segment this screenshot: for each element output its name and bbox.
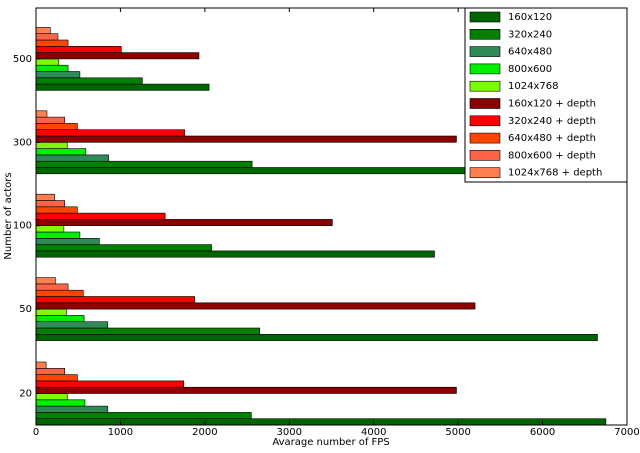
x-tick-label: 6000 bbox=[530, 427, 555, 438]
x-tick-label: 4000 bbox=[361, 427, 386, 438]
legend-label: 640x480 bbox=[508, 47, 552, 58]
y-axis-label: Number of actors bbox=[3, 172, 14, 259]
bar bbox=[35, 129, 185, 137]
legend-label: 800x600 + depth bbox=[508, 150, 596, 161]
legend-swatch bbox=[469, 63, 501, 75]
bar bbox=[35, 386, 457, 394]
bar bbox=[35, 315, 85, 322]
bar bbox=[35, 142, 68, 149]
bar bbox=[35, 167, 476, 175]
bar bbox=[35, 405, 109, 413]
bar bbox=[35, 64, 69, 72]
legend-swatch bbox=[469, 98, 501, 109]
legend-label: 160x120 bbox=[508, 12, 552, 23]
bar bbox=[35, 212, 166, 220]
bar bbox=[35, 83, 210, 91]
legend-label: 160x120 + depth bbox=[508, 99, 596, 110]
bar bbox=[35, 367, 66, 375]
x-tick-label: 2000 bbox=[192, 427, 217, 438]
y-tick-label: 20 bbox=[19, 389, 32, 400]
bar bbox=[35, 206, 78, 214]
bar bbox=[35, 71, 81, 79]
legend-label: 1024x768 + depth bbox=[508, 168, 602, 179]
legend-swatch bbox=[469, 46, 501, 57]
legend-swatch bbox=[469, 28, 501, 40]
bar bbox=[35, 39, 69, 47]
bar bbox=[35, 327, 261, 335]
legend-swatch bbox=[469, 132, 501, 144]
plot-frame bbox=[35, 7, 628, 426]
y-tick-label: 500 bbox=[13, 54, 32, 65]
bar bbox=[35, 58, 60, 66]
x-tick-label: 1000 bbox=[108, 427, 133, 438]
x-tick-label: 3000 bbox=[277, 427, 302, 438]
legend-label: 320x240 + depth bbox=[508, 116, 596, 127]
bar bbox=[35, 33, 59, 41]
bar bbox=[35, 193, 55, 201]
bar bbox=[35, 160, 253, 168]
bar bbox=[35, 148, 87, 156]
bar bbox=[35, 52, 200, 60]
bar bbox=[35, 302, 476, 310]
y-tick-label: 50 bbox=[19, 304, 32, 315]
bar bbox=[35, 412, 252, 419]
bar bbox=[35, 283, 69, 291]
x-tick-label: 5000 bbox=[445, 427, 470, 438]
bar bbox=[35, 321, 109, 329]
bar bbox=[35, 250, 435, 258]
legend-swatch bbox=[469, 150, 501, 161]
bar bbox=[35, 399, 86, 407]
x-tick-label: 0 bbox=[33, 427, 39, 438]
bar bbox=[35, 123, 78, 131]
legend-swatch bbox=[469, 115, 501, 127]
bar bbox=[35, 200, 66, 208]
bar bbox=[35, 110, 48, 118]
legend-swatch bbox=[469, 80, 501, 92]
bar bbox=[35, 116, 66, 124]
bar bbox=[35, 374, 78, 382]
bar bbox=[35, 393, 68, 401]
bar bbox=[35, 154, 109, 162]
bar bbox=[35, 296, 196, 304]
bar bbox=[35, 380, 185, 388]
legend-label: 1024x768 bbox=[508, 81, 558, 92]
legend-swatch bbox=[469, 167, 501, 178]
bar bbox=[35, 289, 84, 297]
x-axis-label: Avarage number of FPS bbox=[272, 437, 389, 448]
bar bbox=[35, 231, 81, 239]
bar bbox=[35, 135, 457, 143]
bar bbox=[35, 418, 607, 426]
y-tick-label: 300 bbox=[13, 137, 32, 148]
bar bbox=[35, 308, 67, 316]
bar bbox=[35, 238, 100, 245]
bar bbox=[35, 225, 65, 233]
y-tick-label: 100 bbox=[13, 221, 32, 232]
bar bbox=[35, 333, 598, 341]
bar bbox=[35, 77, 143, 85]
bar bbox=[35, 277, 56, 285]
legend-label: 640x480 + depth bbox=[508, 133, 596, 144]
legend-label: 320x240 bbox=[508, 29, 552, 40]
bar bbox=[35, 361, 47, 369]
bar bbox=[35, 219, 333, 226]
bar bbox=[35, 27, 51, 34]
bar bbox=[35, 244, 212, 252]
bar bbox=[35, 45, 122, 53]
x-tick-label: 7000 bbox=[614, 427, 639, 438]
legend-swatch bbox=[469, 11, 501, 23]
legend-label: 800x600 bbox=[508, 64, 552, 75]
